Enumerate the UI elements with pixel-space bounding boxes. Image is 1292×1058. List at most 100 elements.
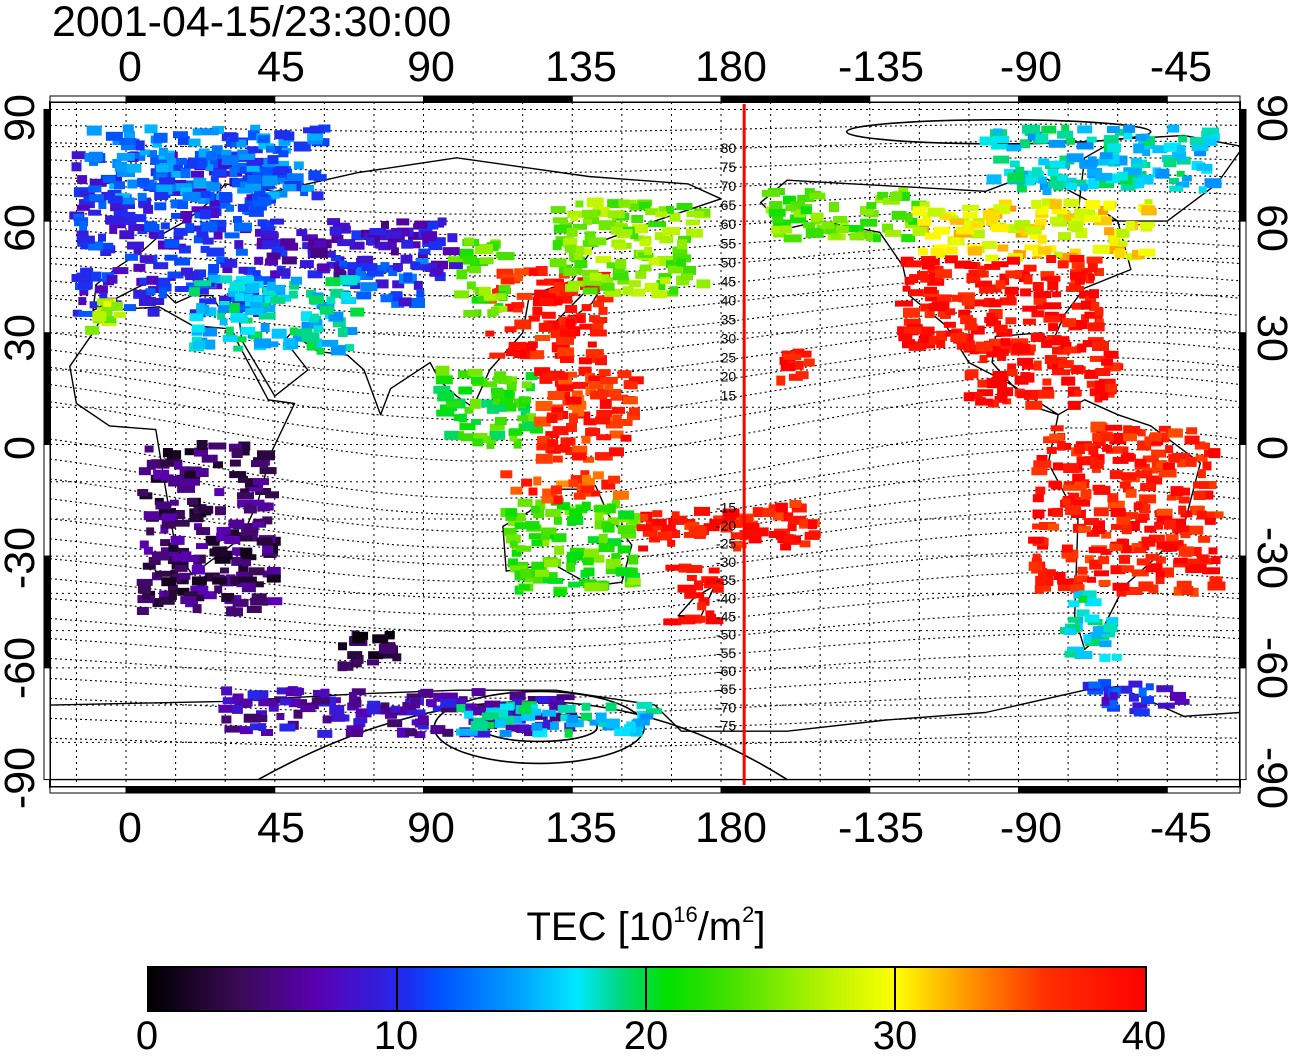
tec-cell-patagonia xyxy=(1074,651,1093,659)
frame-band-left xyxy=(43,220,51,334)
tec-cell-middle-east xyxy=(188,287,200,297)
tec-cell-usa xyxy=(909,274,919,284)
tec-cell-south-america xyxy=(1028,536,1045,544)
tec-cell-greenland-arctic xyxy=(1016,182,1027,193)
contour-label-6: 50 xyxy=(721,254,737,270)
tec-cell-canada xyxy=(1031,199,1042,209)
tec-cell-usa xyxy=(913,341,929,348)
tec-cell-europe xyxy=(257,219,268,227)
tec-cell-africa-sparse xyxy=(171,573,181,583)
tec-cell-greenland-arctic xyxy=(1015,166,1025,175)
tec-cell-usa xyxy=(1004,286,1019,295)
tec-cell-south-america xyxy=(1088,546,1106,553)
tec-cell-pacific-nw xyxy=(639,264,652,272)
tec-cell-pacific-nw xyxy=(651,290,668,299)
tec-cell-antarctica-ross xyxy=(491,709,509,718)
tec-cell-russia xyxy=(396,218,410,226)
tec-cell-europe xyxy=(209,198,225,207)
tec-cell-pacific-tropics xyxy=(599,376,618,384)
tec-cell-australia xyxy=(531,539,543,547)
tec-cell-mexico-caribbean xyxy=(1016,391,1032,399)
tec-cell-south-america xyxy=(1119,481,1131,489)
tec-cell-scandinavia-north xyxy=(188,138,201,147)
tec-cell-usa xyxy=(1031,310,1045,318)
tec-cell-south-pacific xyxy=(638,545,649,552)
tec-cell-antarctica-coast xyxy=(417,721,429,730)
tec-cell-antarctica-coast xyxy=(250,723,260,731)
tec-cell-scandinavia-north xyxy=(190,158,207,169)
tec-cell-antarctica-coast xyxy=(402,701,417,710)
tec-cell-south-america xyxy=(1032,553,1041,563)
tec-cell-pacific-tropics xyxy=(533,416,551,427)
tec-cell-canada xyxy=(1036,205,1049,215)
tec-cell-africa-sparse xyxy=(216,526,231,535)
tec-cell-africa-sparse xyxy=(179,572,191,580)
tec-cell-europe xyxy=(222,267,233,274)
tec-cell-pacific-nw xyxy=(607,199,624,209)
tec-cell-pacific-nw xyxy=(629,203,639,211)
tec-cell-africa-sparse xyxy=(240,547,253,558)
tec-cell-africa-sparse xyxy=(184,476,200,486)
tec-cell-pacific-tropics xyxy=(609,430,624,439)
tec-cell-europe xyxy=(106,215,124,225)
tec-cell-scandinavia-north xyxy=(175,157,187,165)
tec-cell-philippines xyxy=(499,402,517,412)
tec-cell-australia xyxy=(607,517,620,526)
tec-cell-japan-china xyxy=(530,350,545,360)
tec-cell-antarctica-coast xyxy=(527,696,539,703)
tec-cell-south-america xyxy=(1172,453,1191,460)
tec-cell-africa-sparse xyxy=(153,469,170,480)
tec-cell-pacific-tropics xyxy=(590,390,608,400)
x-tick-top-0: 0 xyxy=(118,43,142,91)
tec-cell-alaska xyxy=(882,197,900,205)
tec-cell-patagonia xyxy=(1099,640,1112,648)
tec-cell-new-zealand xyxy=(678,616,696,625)
tec-cell-pacific-nw xyxy=(628,280,641,288)
tec-cell-south-pacific xyxy=(671,511,680,520)
tec-cell-usa xyxy=(1070,320,1088,329)
tec-cell-middle-east xyxy=(246,283,260,293)
tec-cell-canada xyxy=(912,206,927,217)
tec-cell-africa-sparse xyxy=(170,535,185,545)
tec-cell-europe xyxy=(88,209,102,216)
magnetic-contour xyxy=(49,612,1241,649)
tec-cell-central-asia xyxy=(416,289,425,298)
tec-cell-south-pacific xyxy=(758,527,769,537)
tec-cell-middle-east xyxy=(328,311,344,322)
tec-cell-pacific-nw xyxy=(648,221,666,228)
tec-cell-africa-sparse xyxy=(183,591,198,601)
tec-cell-scandinavia-north xyxy=(182,192,201,201)
tec-cell-pacific-nw xyxy=(667,265,683,274)
tec-cell-central-asia xyxy=(375,279,389,289)
tec-cell-africa-sparse xyxy=(184,448,197,456)
tec-cell-scandinavia-north xyxy=(308,170,322,181)
tec-cell-philippines xyxy=(494,417,507,425)
tec-cell-middle-east xyxy=(225,326,234,336)
tec-cell-europe xyxy=(76,235,95,244)
tec-cell-alaska xyxy=(865,232,878,242)
tec-cell-south-pacific xyxy=(744,523,760,530)
frame-band-bottom xyxy=(1018,786,1168,794)
tec-cell-africa-sparse xyxy=(177,587,190,596)
tec-cell-europe xyxy=(132,214,147,223)
tec-cell-usa xyxy=(1086,256,1103,264)
tec-cell-south-america xyxy=(1111,523,1122,530)
tec-cell-middle-east xyxy=(196,303,206,314)
tec-cell-usa xyxy=(928,303,946,312)
tec-cell-south-america xyxy=(1172,525,1190,534)
tec-cell-central-asia xyxy=(339,260,347,267)
tec-cell-antarctica-ross xyxy=(581,702,591,711)
tec-cell-indian-ocean-south xyxy=(380,651,396,659)
tec-cell-canada xyxy=(1144,199,1153,208)
tec-cell-scandinavia-north xyxy=(154,192,169,200)
tec-cell-mexico-caribbean xyxy=(1000,338,1011,347)
tec-cell-south-america xyxy=(1168,518,1186,527)
tec-cell-europe xyxy=(210,176,219,184)
tec-cell-antarctica-coast xyxy=(549,712,561,722)
tec-cell-south-america xyxy=(1202,461,1212,471)
tec-cell-mexico-caribbean xyxy=(1057,360,1074,369)
tec-cell-south-america xyxy=(1089,559,1103,570)
tec-cell-usa xyxy=(921,262,935,270)
tec-cell-russia xyxy=(390,247,399,256)
tec-cell-japan-china xyxy=(514,319,532,330)
